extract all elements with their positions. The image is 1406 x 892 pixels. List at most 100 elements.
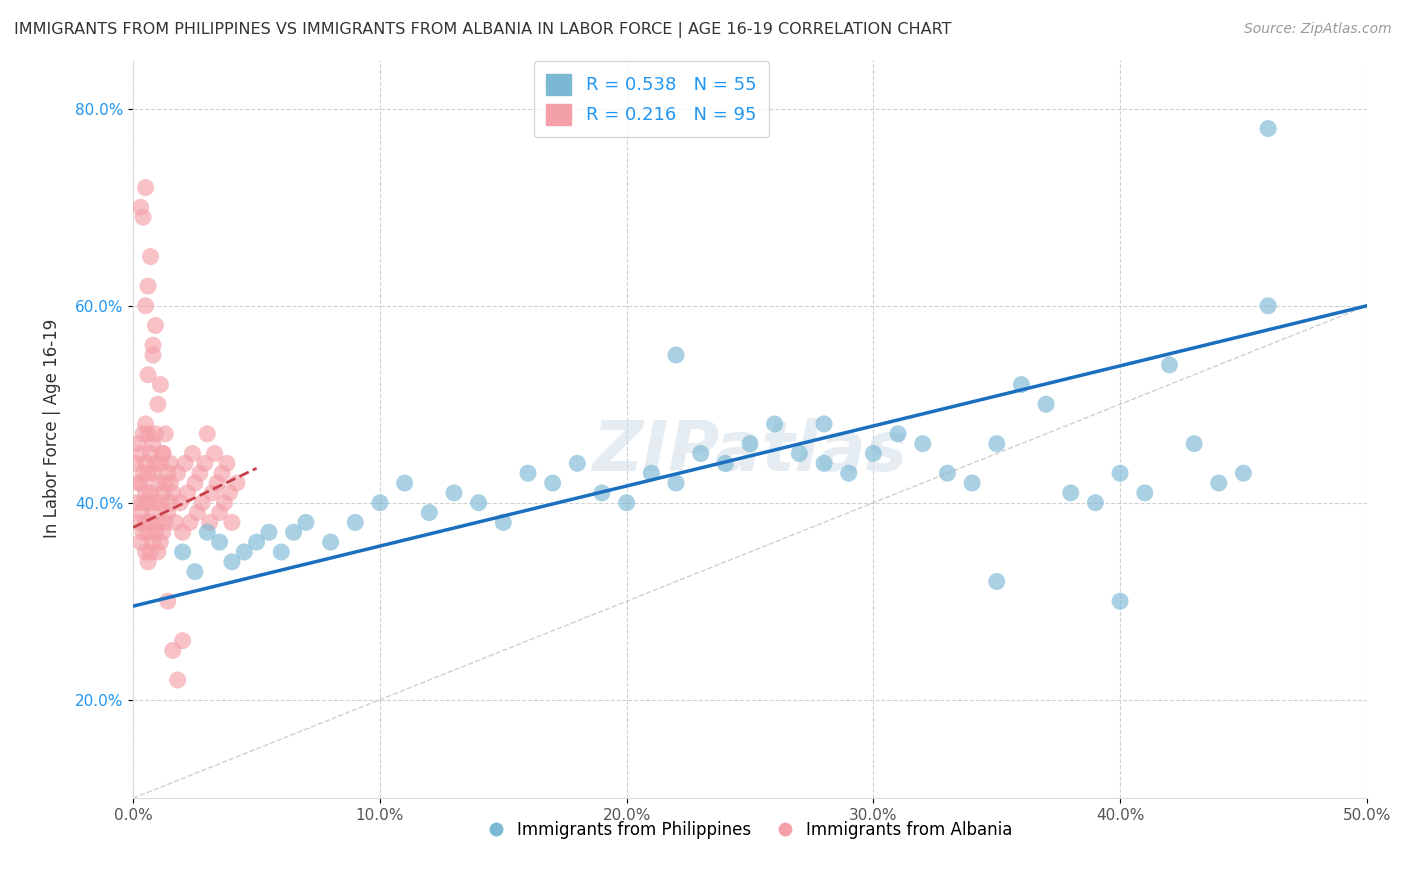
Point (813, 456, 835, 470)
Point (146, 545, 169, 559)
Point (152, 486, 174, 500)
Point (640, 466, 662, 480)
Point (215, 456, 238, 470)
Point (162, 486, 184, 500)
Point (155, 516, 177, 530)
Point (541, 476, 564, 491)
Point (1208, 476, 1230, 491)
Point (145, 456, 167, 470)
Point (152, 525, 174, 540)
Point (152, 446, 174, 460)
Point (145, 525, 167, 540)
Point (270, 545, 292, 559)
Point (136, 525, 159, 540)
Point (233, 545, 256, 559)
Point (142, 466, 165, 480)
Point (159, 496, 181, 510)
Point (132, 426, 155, 441)
Point (176, 486, 198, 500)
Point (149, 377, 172, 392)
Point (986, 436, 1008, 450)
Point (172, 545, 194, 559)
Point (136, 368, 159, 382)
Point (344, 516, 367, 530)
Point (201, 486, 224, 500)
Point (135, 417, 157, 431)
Point (135, 545, 157, 559)
Point (149, 496, 172, 510)
Point (443, 486, 465, 500)
Point (165, 516, 187, 530)
Point (174, 456, 197, 470)
Point (467, 496, 489, 510)
Point (145, 496, 167, 510)
Point (149, 535, 172, 549)
Point (887, 426, 910, 441)
Point (205, 476, 228, 491)
Point (132, 496, 155, 510)
Point (714, 456, 737, 470)
Point (129, 446, 152, 460)
Point (142, 338, 165, 352)
Point (1257, 121, 1279, 136)
Point (135, 486, 157, 500)
Point (198, 516, 221, 530)
Point (156, 506, 179, 520)
Text: IMMIGRANTS FROM PHILIPPINES VS IMMIGRANTS FROM ALBANIA IN LABOR FORCE | AGE 16-1: IMMIGRANTS FROM PHILIPPINES VS IMMIGRANT… (14, 22, 952, 38)
Point (139, 545, 162, 559)
Point (135, 516, 157, 530)
Point (172, 525, 194, 540)
Point (738, 436, 761, 450)
Point (149, 456, 172, 470)
Point (195, 426, 218, 441)
Point (179, 516, 201, 530)
Point (936, 466, 959, 480)
Point (616, 496, 638, 510)
Point (139, 486, 162, 500)
Point (1133, 486, 1156, 500)
Point (135, 180, 157, 194)
Point (142, 506, 165, 520)
Point (492, 516, 515, 530)
Point (152, 446, 174, 460)
Point (166, 466, 188, 480)
Point (146, 476, 169, 491)
Point (218, 486, 240, 500)
Point (146, 397, 169, 411)
Point (135, 299, 157, 313)
Point (127, 516, 149, 530)
Point (156, 466, 179, 480)
Point (838, 466, 860, 480)
Point (319, 535, 342, 549)
Point (136, 466, 159, 480)
Legend: Immigrants from Philippines, Immigrants from Albania: Immigrants from Philippines, Immigrants … (481, 814, 1019, 846)
Point (129, 476, 152, 491)
Point (208, 506, 231, 520)
Text: ZIPatlas: ZIPatlas (592, 417, 907, 484)
Point (214, 496, 236, 510)
Point (191, 496, 214, 510)
Point (136, 426, 159, 441)
Point (368, 496, 391, 510)
Point (136, 496, 159, 510)
Point (132, 525, 155, 540)
Point (181, 446, 204, 460)
Point (129, 506, 152, 520)
Point (169, 496, 191, 510)
Text: Source: ZipAtlas.com: Source: ZipAtlas.com (1244, 22, 1392, 37)
Point (517, 466, 540, 480)
Point (394, 476, 416, 491)
Point (155, 426, 177, 441)
Point (763, 417, 786, 431)
Point (129, 200, 152, 214)
Point (132, 466, 155, 480)
Point (1035, 397, 1057, 411)
Point (1084, 496, 1107, 510)
Point (166, 673, 188, 687)
Point (418, 506, 440, 520)
Point (911, 436, 934, 450)
Point (204, 446, 226, 460)
Point (665, 476, 688, 491)
Point (155, 476, 177, 491)
Point (295, 516, 318, 530)
